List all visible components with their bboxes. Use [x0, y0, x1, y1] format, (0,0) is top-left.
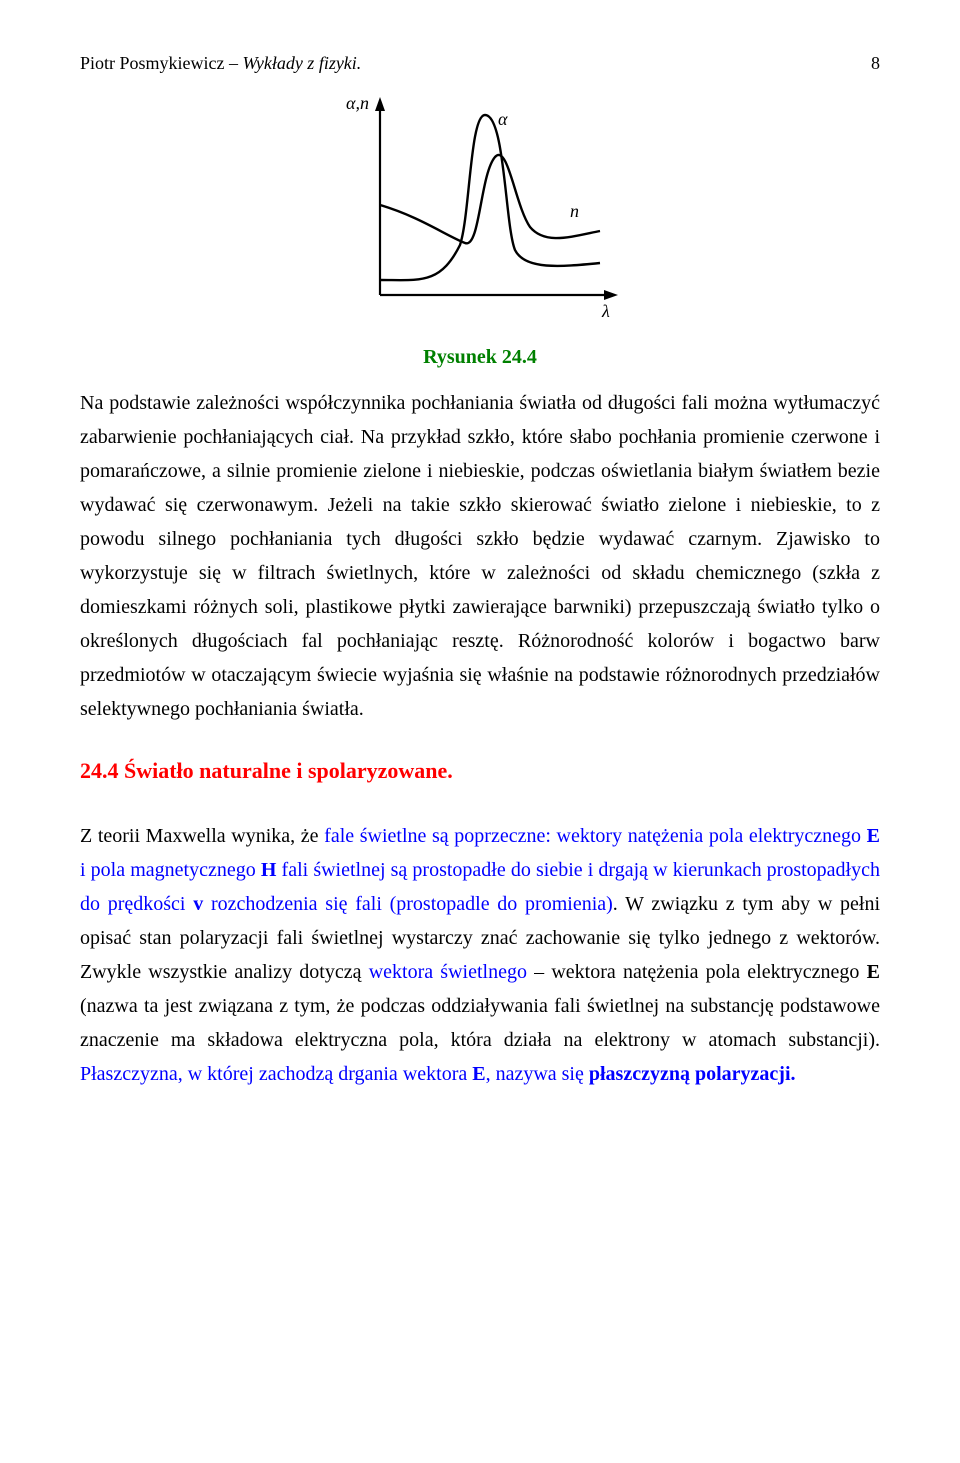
para1-text: Na podstawie zależności współczynnika po…	[80, 392, 880, 720]
p2-s9: rozchodzenia się fali (prostopadle do pr…	[203, 893, 613, 915]
dispersion-plot: α,n α n λ	[320, 85, 640, 325]
figure-24-4: α,n α n λ Rysunek 24.4	[80, 85, 880, 374]
n-label: n	[570, 201, 579, 221]
x-axis-label: λ	[601, 301, 610, 321]
page-number: 8	[871, 48, 880, 79]
p2-s2: fale świetlne są poprzeczne	[324, 825, 545, 847]
p2-s6: H	[261, 859, 277, 881]
p2-s18: płaszczyzną polaryzacji.	[589, 1063, 796, 1085]
paragraph-absorption: Na podstawie zależności współczynnika po…	[80, 386, 880, 726]
p2-s3: : wektory natężenia pola elektrycznego	[545, 825, 866, 847]
p2-s15: Płaszczyzna, w której zachodzą drgania w…	[80, 1063, 472, 1085]
p2-s16: E	[472, 1063, 485, 1085]
author-name: Piotr Posmykiewicz –	[80, 53, 243, 73]
running-header: Piotr Posmykiewicz – Wykłady z fizyki. 8	[80, 48, 880, 79]
p2-s12: – wektora natężenia pola elektrycznego	[527, 961, 867, 983]
p2-s17: , nazywa się	[486, 1063, 589, 1085]
y-axis-label: α,n	[346, 93, 369, 113]
p2-s5: i pola magnetycznego	[80, 859, 261, 881]
p2-s1: Z teorii Maxwella wynika, że	[80, 825, 324, 847]
p2-s14: (nazwa ta jest związana z tym, że podcza…	[80, 995, 880, 1051]
p2-s4: E	[867, 825, 880, 847]
p2-s11: wektora świetlnego	[369, 961, 527, 983]
lecture-title: Wykłady z fizyki.	[243, 53, 362, 73]
section-24-4-title: 24.4 Światło naturalne i spolaryzowane.	[80, 752, 880, 789]
p2-s8: v	[193, 893, 203, 915]
alpha-label: α	[498, 109, 508, 129]
header-left: Piotr Posmykiewicz – Wykłady z fizyki.	[80, 48, 361, 79]
figure-caption: Rysunek 24.4	[80, 340, 880, 374]
page: Piotr Posmykiewicz – Wykłady z fizyki. 8…	[0, 0, 960, 1463]
p2-s13: E	[867, 961, 880, 983]
paragraph-polarization: Z teorii Maxwella wynika, że fale świetl…	[80, 819, 880, 1091]
